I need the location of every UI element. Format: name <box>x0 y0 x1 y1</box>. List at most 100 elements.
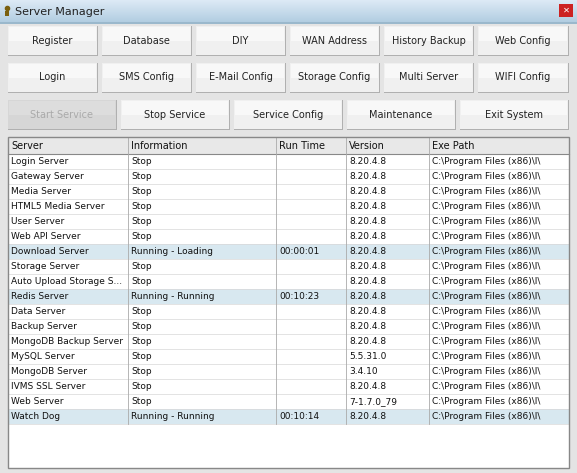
Text: Storage Config: Storage Config <box>298 72 370 82</box>
Text: Run Time: Run Time <box>279 140 325 150</box>
Bar <box>121 100 230 130</box>
Text: History Backup: History Backup <box>392 35 466 45</box>
Text: Stop: Stop <box>131 367 152 376</box>
Text: 8.20.4.8: 8.20.4.8 <box>349 277 386 286</box>
Text: 00:10:14: 00:10:14 <box>279 412 319 421</box>
Text: Running - Running: Running - Running <box>131 292 215 301</box>
Bar <box>0 21 577 22</box>
Bar <box>8 169 569 184</box>
Bar <box>8 26 97 55</box>
Text: WIFI Config: WIFI Config <box>496 72 550 82</box>
Text: C:\Program Files (x86)\I\: C:\Program Files (x86)\I\ <box>432 292 541 301</box>
Text: Media Server: Media Server <box>11 187 71 196</box>
Bar <box>235 101 341 115</box>
Bar <box>0 3 577 4</box>
Text: C:\Program Files (x86)\I\: C:\Program Files (x86)\I\ <box>432 202 541 211</box>
Text: Watch Dog: Watch Dog <box>11 412 60 421</box>
Bar <box>559 4 573 17</box>
Bar <box>291 27 378 41</box>
Text: C:\Program Files (x86)\I\: C:\Program Files (x86)\I\ <box>432 157 541 166</box>
Text: C:\Program Files (x86)\I\: C:\Program Files (x86)\I\ <box>432 412 541 421</box>
Bar <box>0 10 577 11</box>
Text: 8.20.4.8: 8.20.4.8 <box>349 247 386 256</box>
Bar <box>290 26 380 56</box>
Bar <box>348 101 454 115</box>
Bar <box>8 304 569 319</box>
Bar <box>0 7 577 8</box>
Text: MySQL Server: MySQL Server <box>11 352 74 361</box>
Bar <box>347 100 456 130</box>
Bar <box>0 14 577 15</box>
Bar <box>8 154 569 169</box>
Text: Stop: Stop <box>131 217 152 226</box>
Bar <box>479 27 567 41</box>
Bar <box>9 101 115 115</box>
Text: Web API Server: Web API Server <box>11 232 81 241</box>
Bar <box>0 18 577 19</box>
Text: Stop: Stop <box>131 262 152 271</box>
Text: Stop: Stop <box>131 277 152 286</box>
Bar <box>384 26 474 56</box>
Text: 8.20.4.8: 8.20.4.8 <box>349 232 386 241</box>
Text: Multi Server: Multi Server <box>399 72 458 82</box>
Text: 8.20.4.8: 8.20.4.8 <box>349 307 386 316</box>
Bar <box>384 63 473 92</box>
Text: 00:10:23: 00:10:23 <box>279 292 319 301</box>
Bar <box>478 26 569 56</box>
Bar <box>8 394 569 409</box>
Text: E-Mail Config: E-Mail Config <box>208 72 272 82</box>
Text: Download Server: Download Server <box>11 247 89 256</box>
Bar <box>0 1 577 2</box>
Bar <box>0 22 577 24</box>
Text: Database: Database <box>123 35 170 45</box>
Bar <box>234 100 343 130</box>
Bar <box>197 27 284 41</box>
Text: C:\Program Files (x86)\I\: C:\Program Files (x86)\I\ <box>432 172 541 181</box>
Bar <box>197 64 284 78</box>
Bar <box>0 17 577 18</box>
Text: Stop: Stop <box>131 172 152 181</box>
Text: Version: Version <box>349 140 385 150</box>
Text: C:\Program Files (x86)\I\: C:\Program Files (x86)\I\ <box>432 397 541 406</box>
Text: Gateway Server: Gateway Server <box>11 172 84 181</box>
Text: 8.20.4.8: 8.20.4.8 <box>349 202 386 211</box>
Text: 00:00:01: 00:00:01 <box>279 247 319 256</box>
Text: C:\Program Files (x86)\I\: C:\Program Files (x86)\I\ <box>432 217 541 226</box>
Bar <box>0 0 577 1</box>
Bar <box>478 26 568 55</box>
Text: DIY: DIY <box>233 35 249 45</box>
Bar <box>0 15 577 16</box>
Bar <box>102 26 191 55</box>
Bar <box>0 5 577 6</box>
Bar <box>8 289 569 304</box>
Text: 8.20.4.8: 8.20.4.8 <box>349 157 386 166</box>
Bar <box>8 379 569 394</box>
Text: Stop: Stop <box>131 307 152 316</box>
Text: Service Config: Service Config <box>253 110 323 120</box>
Bar <box>8 100 116 129</box>
Bar <box>9 64 96 78</box>
Bar <box>8 63 97 92</box>
Text: Login: Login <box>39 72 66 82</box>
Text: MongoDB Backup Server: MongoDB Backup Server <box>11 337 123 346</box>
Text: Server Manager: Server Manager <box>15 7 104 17</box>
Bar <box>5 11 9 16</box>
Text: Stop: Stop <box>131 322 152 331</box>
Text: 8.20.4.8: 8.20.4.8 <box>349 337 386 346</box>
Text: HTML5 Media Server: HTML5 Media Server <box>11 202 104 211</box>
Bar <box>8 229 569 244</box>
Text: Stop: Stop <box>131 157 152 166</box>
Bar <box>196 63 286 93</box>
Bar <box>9 27 96 41</box>
Bar <box>102 26 192 56</box>
Bar <box>8 319 569 334</box>
Bar <box>0 11 577 12</box>
Bar <box>461 101 567 115</box>
Text: C:\Program Files (x86)\I\: C:\Program Files (x86)\I\ <box>432 247 541 256</box>
Text: C:\Program Files (x86)\I\: C:\Program Files (x86)\I\ <box>432 307 541 316</box>
Text: Auto Upload Storage S...: Auto Upload Storage S... <box>11 277 122 286</box>
Bar <box>290 63 379 92</box>
Text: C:\Program Files (x86)\I\: C:\Program Files (x86)\I\ <box>432 382 541 391</box>
Bar <box>385 27 472 41</box>
Bar <box>8 274 569 289</box>
